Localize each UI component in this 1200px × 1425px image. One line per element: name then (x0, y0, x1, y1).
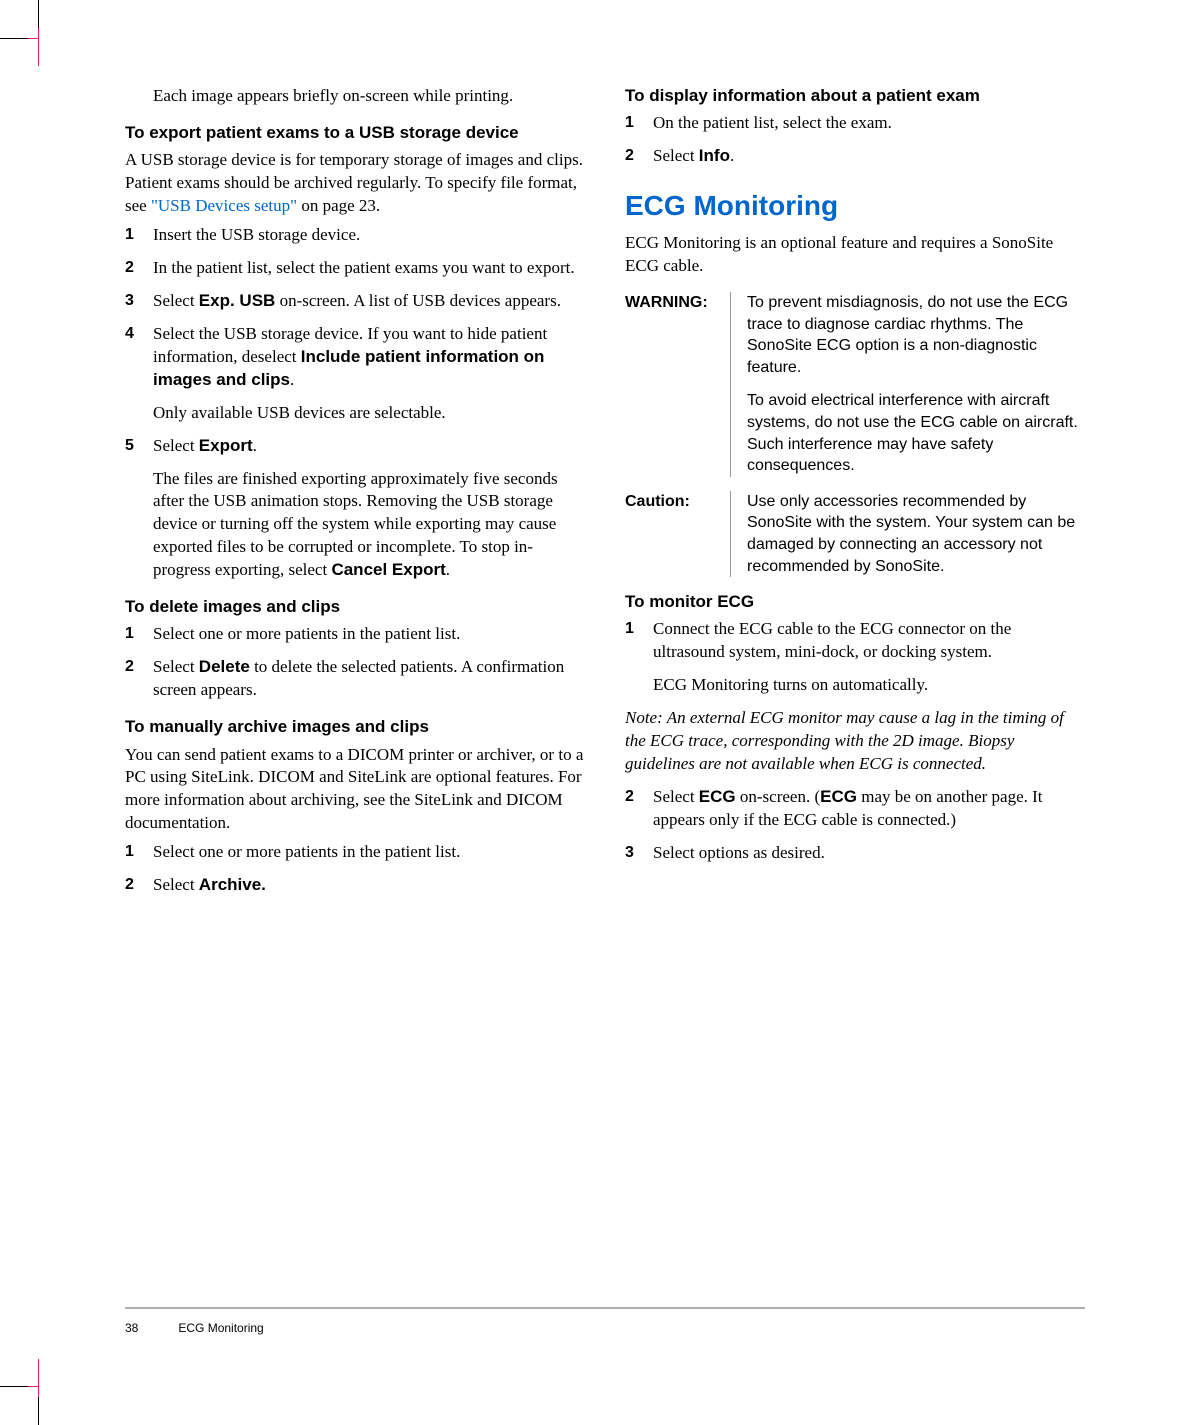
caution-box: Caution: Use only accessories recommende… (625, 491, 1085, 577)
steps-export-usb: Insert the USB storage device. In the pa… (125, 224, 585, 582)
ui-label: Archive. (199, 875, 266, 894)
warning-label: WARNING: (625, 292, 730, 477)
ui-label: Export (199, 436, 253, 455)
heading-monitor-ecg: To monitor ECG (625, 591, 1085, 612)
step-text: In the patient list, select the patient … (153, 258, 575, 277)
heading-export-usb: To export patient exams to a USB storage… (125, 122, 585, 143)
left-column: Each image appears briefly on-screen whi… (125, 85, 585, 907)
step-item: Select Info. (625, 145, 1085, 168)
crop-mark-pink (28, 38, 38, 39)
caution-paragraph: Use only accessories recommended by Sono… (747, 491, 1085, 577)
text-run: on-screen. ( (736, 787, 821, 806)
text-run: on-screen. A list of USB devices appears… (275, 291, 561, 310)
step-text: Select one or more patients in the patie… (153, 842, 460, 861)
text-run: . (290, 370, 294, 389)
heading-display-info: To display information about a patient e… (625, 85, 1085, 106)
divider (730, 491, 731, 577)
section-title-ecg: ECG Monitoring (625, 190, 1085, 222)
text-run: . (730, 146, 734, 165)
step-text: Insert the USB storage device. (153, 225, 360, 244)
paragraph: A USB storage device is for temporary st… (125, 149, 585, 218)
caution-text: Use only accessories recommended by Sono… (747, 491, 1085, 577)
heading-delete: To delete images and clips (125, 596, 585, 617)
step-text: Connect the ECG cable to the ECG connect… (653, 619, 1011, 661)
steps-monitor-ecg: Connect the ECG cable to the ECG connect… (625, 618, 1085, 864)
paragraph: ECG Monitoring is an optional feature an… (625, 232, 1085, 278)
crop-mark (0, 1386, 28, 1387)
text-run: . (446, 560, 450, 579)
paragraph: You can send patient exams to a DICOM pr… (125, 744, 585, 836)
crop-mark (0, 38, 28, 39)
heading-archive: To manually archive images and clips (125, 716, 585, 737)
warning-paragraph: To prevent misdiagnosis, do not use the … (747, 292, 1085, 378)
step-item: Select Exp. USB on-screen. A list of USB… (125, 290, 585, 313)
steps-delete: Select one or more patients in the patie… (125, 623, 585, 702)
crop-mark-pink (38, 1359, 39, 1397)
step-item: Select options as desired. (625, 842, 1085, 865)
text-run: . (253, 436, 257, 455)
text-run: Select (153, 291, 199, 310)
ui-label: Exp. USB (199, 291, 276, 310)
crop-mark-pink (28, 1386, 38, 1387)
steps-archive: Select one or more patients in the patie… (125, 841, 585, 897)
warning-paragraph: To avoid electrical interference with ai… (747, 390, 1085, 476)
text-run: Select (653, 146, 699, 165)
step-item: On the patient list, select the exam. (625, 112, 1085, 135)
crop-mark-pink (38, 28, 39, 66)
footer-text: 38 ECG Monitoring (125, 1321, 1085, 1335)
ui-label: Info (699, 146, 730, 165)
crop-mark (38, 1397, 39, 1425)
text-run: Select (653, 787, 699, 806)
page-number: 38 (125, 1321, 138, 1335)
step-item: Connect the ECG cable to the ECG connect… (625, 618, 1085, 776)
step-sub-text: Only available USB devices are selectabl… (153, 402, 585, 425)
step-text: Select options as desired. (653, 843, 825, 862)
text-run: on page 23. (297, 196, 380, 215)
step-item: Select one or more patients in the patie… (125, 623, 585, 646)
step-text: On the patient list, select the exam. (653, 113, 892, 132)
step-sub-text: ECG Monitoring turns on automatically. (653, 674, 1085, 697)
ui-label: Delete (199, 657, 250, 676)
link-usb-devices-setup[interactable]: "USB Devices setup" (151, 196, 297, 215)
caution-label: Caution: (625, 491, 730, 577)
continuation-text: Each image appears briefly on-screen whi… (153, 85, 585, 108)
step-text: Select one or more patients in the patie… (153, 624, 460, 643)
step-item: Select ECG on-screen. (ECG may be on ano… (625, 786, 1085, 832)
step-item: Insert the USB storage device. (125, 224, 585, 247)
warning-box: WARNING: To prevent misdiagnosis, do not… (625, 292, 1085, 477)
step-item: Select Archive. (125, 874, 585, 897)
warning-text: To prevent misdiagnosis, do not use the … (747, 292, 1085, 477)
step-item: Select Export. The files are finished ex… (125, 435, 585, 583)
text-run: Select (153, 657, 199, 676)
ui-label: ECG (820, 787, 857, 806)
divider (730, 292, 731, 477)
page-footer: 38 ECG Monitoring (125, 1307, 1085, 1335)
step-item: In the patient list, select the patient … (125, 257, 585, 280)
text-run: Select (153, 436, 199, 455)
text-run: Select (153, 875, 199, 894)
page-content: Each image appears briefly on-screen whi… (125, 85, 1085, 1335)
step-sub-paragraph: The files are finished exporting approxi… (153, 468, 585, 583)
step-item: Select one or more patients in the patie… (125, 841, 585, 864)
ui-label: ECG (699, 787, 736, 806)
note-text-italic: Note: An external ECG monitor may cause … (625, 707, 1085, 776)
ui-label: Cancel Export (331, 560, 445, 579)
footer-rule (125, 1307, 1085, 1309)
crop-mark (38, 0, 39, 28)
footer-section-name: ECG Monitoring (178, 1321, 263, 1335)
step-item: Select Delete to delete the selected pat… (125, 656, 585, 702)
steps-display-info: On the patient list, select the exam. Se… (625, 112, 1085, 168)
step-item: Select the USB storage device. If you wa… (125, 323, 585, 425)
right-column: To display information about a patient e… (625, 85, 1085, 875)
